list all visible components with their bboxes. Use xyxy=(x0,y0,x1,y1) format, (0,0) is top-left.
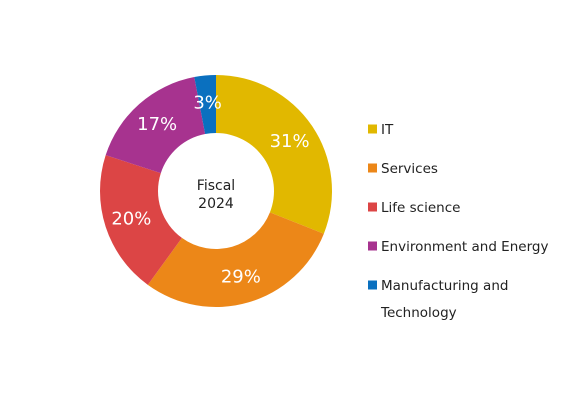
slice-label-environment-and-energy: 17% xyxy=(137,114,177,135)
slice-label-services: 29% xyxy=(221,266,261,287)
donut-slice-manufacturing-and-technology xyxy=(194,75,216,135)
donut-slice-it xyxy=(216,75,332,234)
legend-label: Environment and Energy xyxy=(381,239,548,255)
legend-item: Manufacturing and Technology xyxy=(368,278,508,321)
legend-label: Manufacturing and xyxy=(381,278,508,294)
slice-label-it: 31% xyxy=(270,131,310,152)
slice-label-life-science: 20% xyxy=(111,209,151,230)
slice-value-labels: 31% 29% 20% 17% 3% xyxy=(111,92,309,287)
legend-swatch xyxy=(368,202,377,212)
legend-label: Life science xyxy=(381,200,460,216)
donut-slice-life-science xyxy=(99,155,182,285)
donut-slice-environment-and-energy xyxy=(105,77,206,174)
legend-swatch xyxy=(368,241,377,251)
legend-item: Environment and Energy xyxy=(368,239,548,255)
legend-item: IT xyxy=(368,122,394,138)
center-label: Fiscal 2024 xyxy=(197,178,235,212)
donut-slices xyxy=(99,75,332,307)
legend: IT Services Life science Environment and En… xyxy=(368,122,548,321)
legend-item: Life science xyxy=(368,200,460,216)
center-label-line-2: 2024 xyxy=(198,196,234,212)
legend-swatch xyxy=(368,124,377,134)
donut-slice-services xyxy=(147,212,324,307)
legend-swatch xyxy=(368,163,377,173)
legend-item: Services xyxy=(368,161,438,177)
legend-label: IT xyxy=(381,122,394,138)
legend-label: Services xyxy=(381,161,438,177)
legend-label: Technology xyxy=(380,305,457,321)
legend-swatch xyxy=(368,280,377,290)
slice-label-manufacturing-and-technology: 3% xyxy=(193,92,222,113)
center-label-line-1: Fiscal xyxy=(197,178,235,194)
